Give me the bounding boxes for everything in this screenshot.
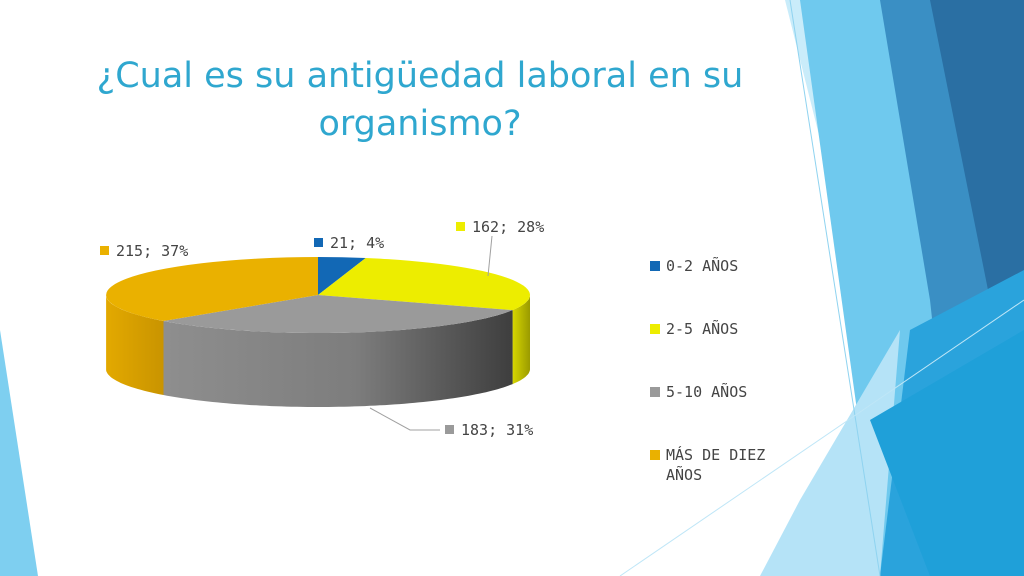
chart-legend: 0-2 AÑOS 2-5 AÑOS 5-10 AÑOS MÁS DE DIEZ … <box>650 256 810 485</box>
legend-swatch-mas-diez <box>650 450 660 460</box>
data-label-2-5: 162; 28% <box>456 218 544 236</box>
left-accent-shape <box>0 330 38 576</box>
pie-side-5-10 <box>163 310 513 407</box>
legend-swatch-0-2 <box>650 261 660 271</box>
right-facet-6 <box>760 330 900 576</box>
pie-slice-5-10 <box>163 295 513 333</box>
data-label-0-2: 21; 4% <box>314 234 384 252</box>
slide-title-line-1: ¿Cual es su antigüedad laboral en su <box>96 56 744 96</box>
legend-item-2-5: 2-5 AÑOS <box>650 319 810 339</box>
data-label-swatch-2-5 <box>456 222 465 231</box>
right-thin-line-2 <box>619 299 1024 576</box>
legend-swatch-5-10 <box>650 387 660 397</box>
pie-slice-2-5 <box>318 258 530 311</box>
legend-label-0-2: 0-2 AÑOS <box>666 257 739 275</box>
slide-title: ¿Cual es su antigüedad laboral en su org… <box>60 52 780 148</box>
legend-item-mas-diez: MÁS DE DIEZ AÑOS <box>650 445 786 485</box>
leader-lines <box>369 235 493 431</box>
right-facet-7 <box>870 330 1024 576</box>
data-label-swatch-5-10 <box>445 425 454 434</box>
legend-label-5-10: 5-10 AÑOS <box>666 383 748 401</box>
data-label-0-2-text: 21; 4% <box>330 234 385 252</box>
legend-item-0-2: 0-2 AÑOS <box>650 256 810 276</box>
legend-item-5-10: 5-10 AÑOS <box>650 382 810 402</box>
data-label-mas-diez: 215; 37% <box>100 242 188 260</box>
data-label-5-10-text: 183; 31% <box>461 421 534 439</box>
legend-label-mas-diez: MÁS DE DIEZ AÑOS <box>666 446 766 484</box>
pie-slice-mas-diez <box>106 257 318 321</box>
legend-swatch-2-5 <box>650 324 660 334</box>
data-label-2-5-text: 162; 28% <box>472 218 545 236</box>
data-label-swatch-mas-diez <box>100 246 109 255</box>
pie-top-faces <box>106 257 530 333</box>
leader-line-5-10 <box>369 407 440 431</box>
pie-side-walls <box>106 295 530 407</box>
data-label-5-10: 183; 31% <box>445 421 533 439</box>
data-label-swatch-0-2 <box>314 238 323 247</box>
pie-side-mas-diez <box>106 296 164 395</box>
slide-title-line-2: organismo? <box>318 104 522 144</box>
pie-side-2-5 <box>512 295 530 385</box>
leader-line-2-5 <box>487 235 493 277</box>
data-label-mas-diez-text: 215; 37% <box>116 242 189 260</box>
right-facet-4 <box>930 0 1024 330</box>
right-thin-line-1 <box>789 0 881 576</box>
legend-label-2-5: 2-5 AÑOS <box>666 320 739 338</box>
pie-slice-0-2 <box>318 257 366 295</box>
